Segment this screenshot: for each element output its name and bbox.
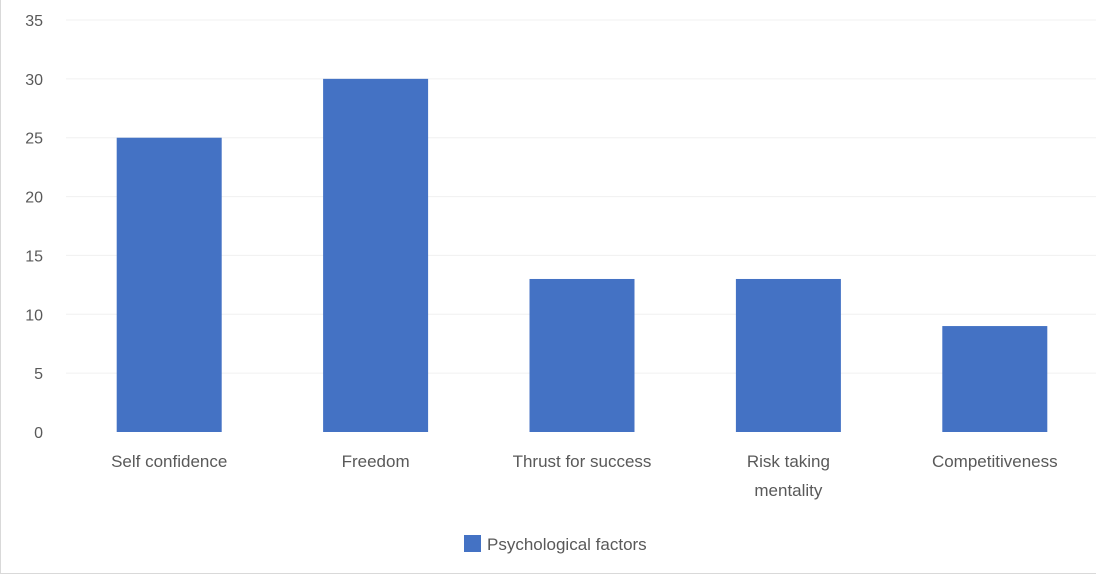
bar: [323, 78, 429, 432]
y-tick-label: 30: [25, 72, 43, 89]
legend-swatch: [464, 535, 481, 552]
bar: [735, 278, 841, 432]
y-tick-label: 25: [25, 131, 43, 148]
y-tick-label: 10: [25, 307, 43, 324]
y-tick-label: 5: [34, 366, 43, 383]
y-tick-label: 15: [25, 248, 43, 265]
x-tick-label: Risk taking mentality: [747, 452, 830, 500]
x-tick-label: Thrust for success: [513, 452, 652, 471]
x-tick-label: Self confidence: [111, 452, 227, 471]
x-tick-label: Freedom: [342, 452, 410, 471]
legend: Psychological factors: [464, 535, 647, 554]
bar: [942, 326, 1048, 432]
y-tick-label: 35: [25, 13, 43, 30]
y-tick-label: 20: [25, 190, 43, 207]
x-tick-label: Competitiveness: [932, 452, 1058, 471]
legend-label: Psychological factors: [487, 535, 647, 554]
x-axis: Self confidence Freedom Thrust for success…: [111, 452, 1058, 500]
bar: [116, 137, 222, 432]
bar: [529, 278, 635, 432]
y-tick-label: 0: [34, 425, 43, 442]
y-axis: 0 5 10 15 20 25 30 35: [25, 13, 43, 442]
gridlines: [66, 19, 1096, 374]
bar-series: [116, 78, 1048, 432]
